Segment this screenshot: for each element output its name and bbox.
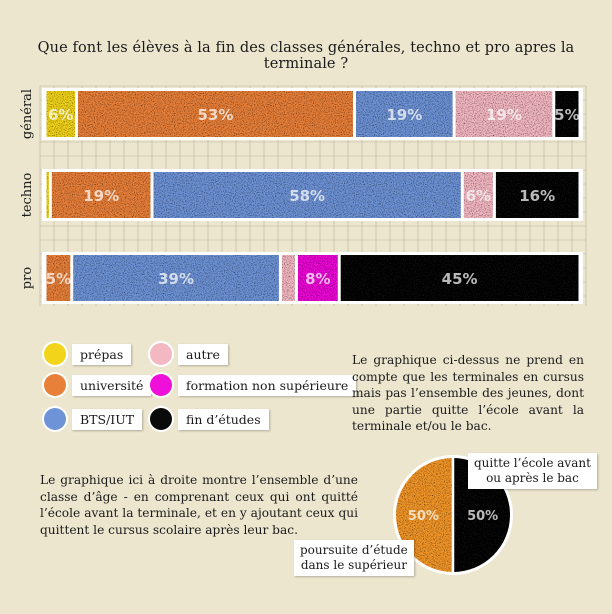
legend-item-autre: autre bbox=[150, 343, 228, 365]
bar-techno-universite bbox=[51, 172, 151, 218]
bar-label-general-universite: 53% bbox=[198, 106, 234, 124]
legend-swatch-bts-iut bbox=[44, 408, 66, 430]
legend-swatch-fin-etudes bbox=[150, 408, 172, 430]
pie-label-poursuite-line1: poursuite d’étude bbox=[300, 543, 408, 557]
note-left: Le graphique ici à droite montre l’ensem… bbox=[40, 473, 358, 537]
legend-item-formation-non-superieure: formation non supérieure bbox=[150, 374, 357, 396]
bar-label-pro-fin-d-etudes: 45% bbox=[442, 270, 478, 288]
pie-label-quitte-line1: quitte l’école avant bbox=[474, 456, 591, 470]
note-right: Le graphique ci-dessus ne prend en compt… bbox=[352, 353, 584, 433]
legend-label-autre: autre bbox=[178, 343, 228, 365]
pie-value-quitte: 50% bbox=[467, 509, 498, 524]
bar-label-general-prepas: 6% bbox=[48, 106, 73, 124]
bar-techno-fin-d-etudes bbox=[495, 172, 579, 218]
legend-label-prepas: prépas bbox=[72, 343, 132, 365]
category-labels: général techno pro bbox=[20, 89, 35, 289]
bar-label-techno-fin-d-etudes: 16% bbox=[519, 187, 555, 205]
bar-label-general-bts-iut: 19% bbox=[386, 106, 422, 124]
legend-item-prepas: prépas bbox=[44, 343, 132, 365]
bar-general-prepas bbox=[46, 91, 75, 137]
legend-label-formation-non-superieure: formation non supérieure bbox=[178, 374, 357, 396]
pie-value-poursuite: 50% bbox=[408, 509, 439, 524]
bar-label-general-fin-d-etudes: 5% bbox=[554, 106, 579, 124]
bar-pro-universite bbox=[46, 255, 71, 301]
pie-label-quitte-line2: ou après le bac bbox=[486, 471, 579, 485]
legend-item-universite: université bbox=[44, 374, 152, 396]
bar-label-techno-bts-iut: 58% bbox=[289, 187, 325, 205]
bar-label-techno-autre: 6% bbox=[466, 187, 491, 205]
bar-label-techno-universite: 19% bbox=[83, 187, 119, 205]
legend-swatch-universite bbox=[44, 374, 66, 396]
bar-general-autre bbox=[455, 91, 553, 137]
legend-label-bts-iut: BTS/IUT bbox=[72, 408, 143, 430]
legend-swatch-formation-non-superieure bbox=[150, 374, 172, 396]
legend-swatch-prepas bbox=[44, 343, 66, 365]
bar-techno-bts-iut bbox=[153, 172, 461, 218]
legend-swatch-autre bbox=[150, 343, 172, 365]
bar-label-pro-formation-non-superieure: 8% bbox=[305, 270, 330, 288]
legend-item-bts-iut: BTS/IUT bbox=[44, 408, 143, 430]
bar-pro-bts-iut bbox=[73, 255, 279, 301]
bar-pro-fin-d-etudes bbox=[340, 255, 579, 301]
legend-label-fin-etudes: fin d’études bbox=[178, 408, 269, 430]
pie-label-poursuite-line2: dans le supérieur bbox=[300, 558, 407, 572]
bar-pro-formation-non-superieure bbox=[297, 255, 338, 301]
bars: 6% 53% 19% 19% 5% 19% 58% 6% 16% 5% 39% 8% 45% bbox=[42, 88, 583, 304]
legend-label-universite: université bbox=[72, 374, 152, 396]
bar-general-fin-d-etudes bbox=[555, 91, 579, 137]
chart-title: Que font les élèves à la fin des classes… bbox=[37, 40, 575, 72]
category-label-techno: techno bbox=[20, 172, 35, 217]
bar-techno-autre bbox=[463, 172, 493, 218]
bar-pro-autre bbox=[281, 255, 295, 301]
bar-general-bts-iut bbox=[355, 91, 453, 137]
category-label-general: général bbox=[20, 89, 35, 139]
bar-label-general-autre: 19% bbox=[486, 106, 522, 124]
bar-label-pro-bts-iut: 39% bbox=[158, 270, 194, 288]
legend-item-fin-etudes: fin d’études bbox=[150, 408, 269, 430]
pie-label-poursuite: poursuite d’étude dans le supérieur bbox=[294, 540, 414, 576]
bar-label-pro-universite: 5% bbox=[46, 270, 71, 288]
stacked-bar-chart: 6% 53% 19% 19% 5% 19% 58% 6% 16% 5% 39% 8% 45% génér… bbox=[20, 85, 587, 306]
bar-general-universite bbox=[77, 91, 353, 137]
bar-techno-prepas bbox=[46, 172, 49, 218]
pie-label-quitte: quitte l’école avant ou après le bac bbox=[468, 453, 597, 489]
category-label-pro: pro bbox=[20, 267, 35, 290]
